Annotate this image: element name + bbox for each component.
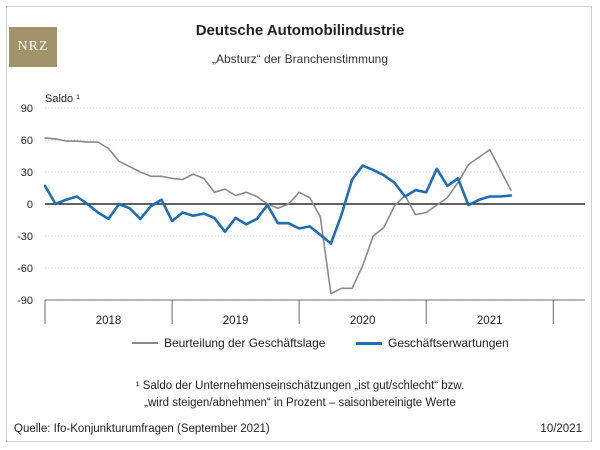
- footnote-line-2: „wird steigen/abnehmen“ in Prozent – sai…: [144, 397, 456, 409]
- legend-label-geschaeftslage: Beurteilung der Geschäftslage: [164, 336, 326, 350]
- y-tick-label: 0: [27, 199, 33, 211]
- y-tick-label: 30: [21, 167, 33, 179]
- y-tick-label: -60: [17, 263, 33, 275]
- footnote-line-1: ¹ Saldo der Unternehmenseinschätzungen „…: [135, 380, 465, 392]
- x-tick-label: 2018: [96, 315, 122, 327]
- x-tick-label: 2020: [350, 315, 376, 327]
- series-line-geschaeftserwartungen: [43, 164, 513, 245]
- legend-swatch-geschaeftslage: [132, 342, 158, 344]
- footnote: ¹ Saldo der Unternehmenseinschätzungen „…: [0, 378, 600, 412]
- legend-swatch-geschaeftserwartungen: [356, 341, 382, 345]
- source-note: Quelle: Ifo-Konjunkturumfragen (Septembe…: [14, 423, 270, 435]
- logo-text: NRZ: [17, 39, 49, 54]
- y-tick-label: -30: [17, 231, 33, 243]
- y-tick-label: 90: [21, 103, 33, 115]
- y-tick-label: 60: [21, 135, 33, 147]
- legend-item-geschaeftslage: Beurteilung der Geschäftslage: [132, 336, 325, 350]
- y-axis-label: Saldo ¹: [45, 93, 80, 105]
- x-tick-label: 2019: [223, 315, 249, 327]
- nrz-logo: NRZ: [9, 27, 57, 67]
- legend-item-geschaeftserwartungen: Geschäftserwartungen: [356, 336, 509, 350]
- series-line-geschaeftslage: [44, 137, 512, 295]
- publication-date: 10/2021: [540, 423, 582, 435]
- legend-label-geschaeftserwartungen: Geschäftserwartungen: [388, 336, 509, 350]
- chart-frame: [6, 6, 592, 442]
- x-tick-label: 2021: [477, 315, 503, 327]
- chart-subtitle: „Absturz“ der Branchenstimmung: [211, 52, 389, 66]
- legend: Beurteilung der Geschäftslage Geschäftse…: [0, 336, 600, 352]
- chart-title: Deutsche Automobilindustrie: [195, 22, 405, 39]
- y-tick-label: -90: [17, 295, 33, 307]
